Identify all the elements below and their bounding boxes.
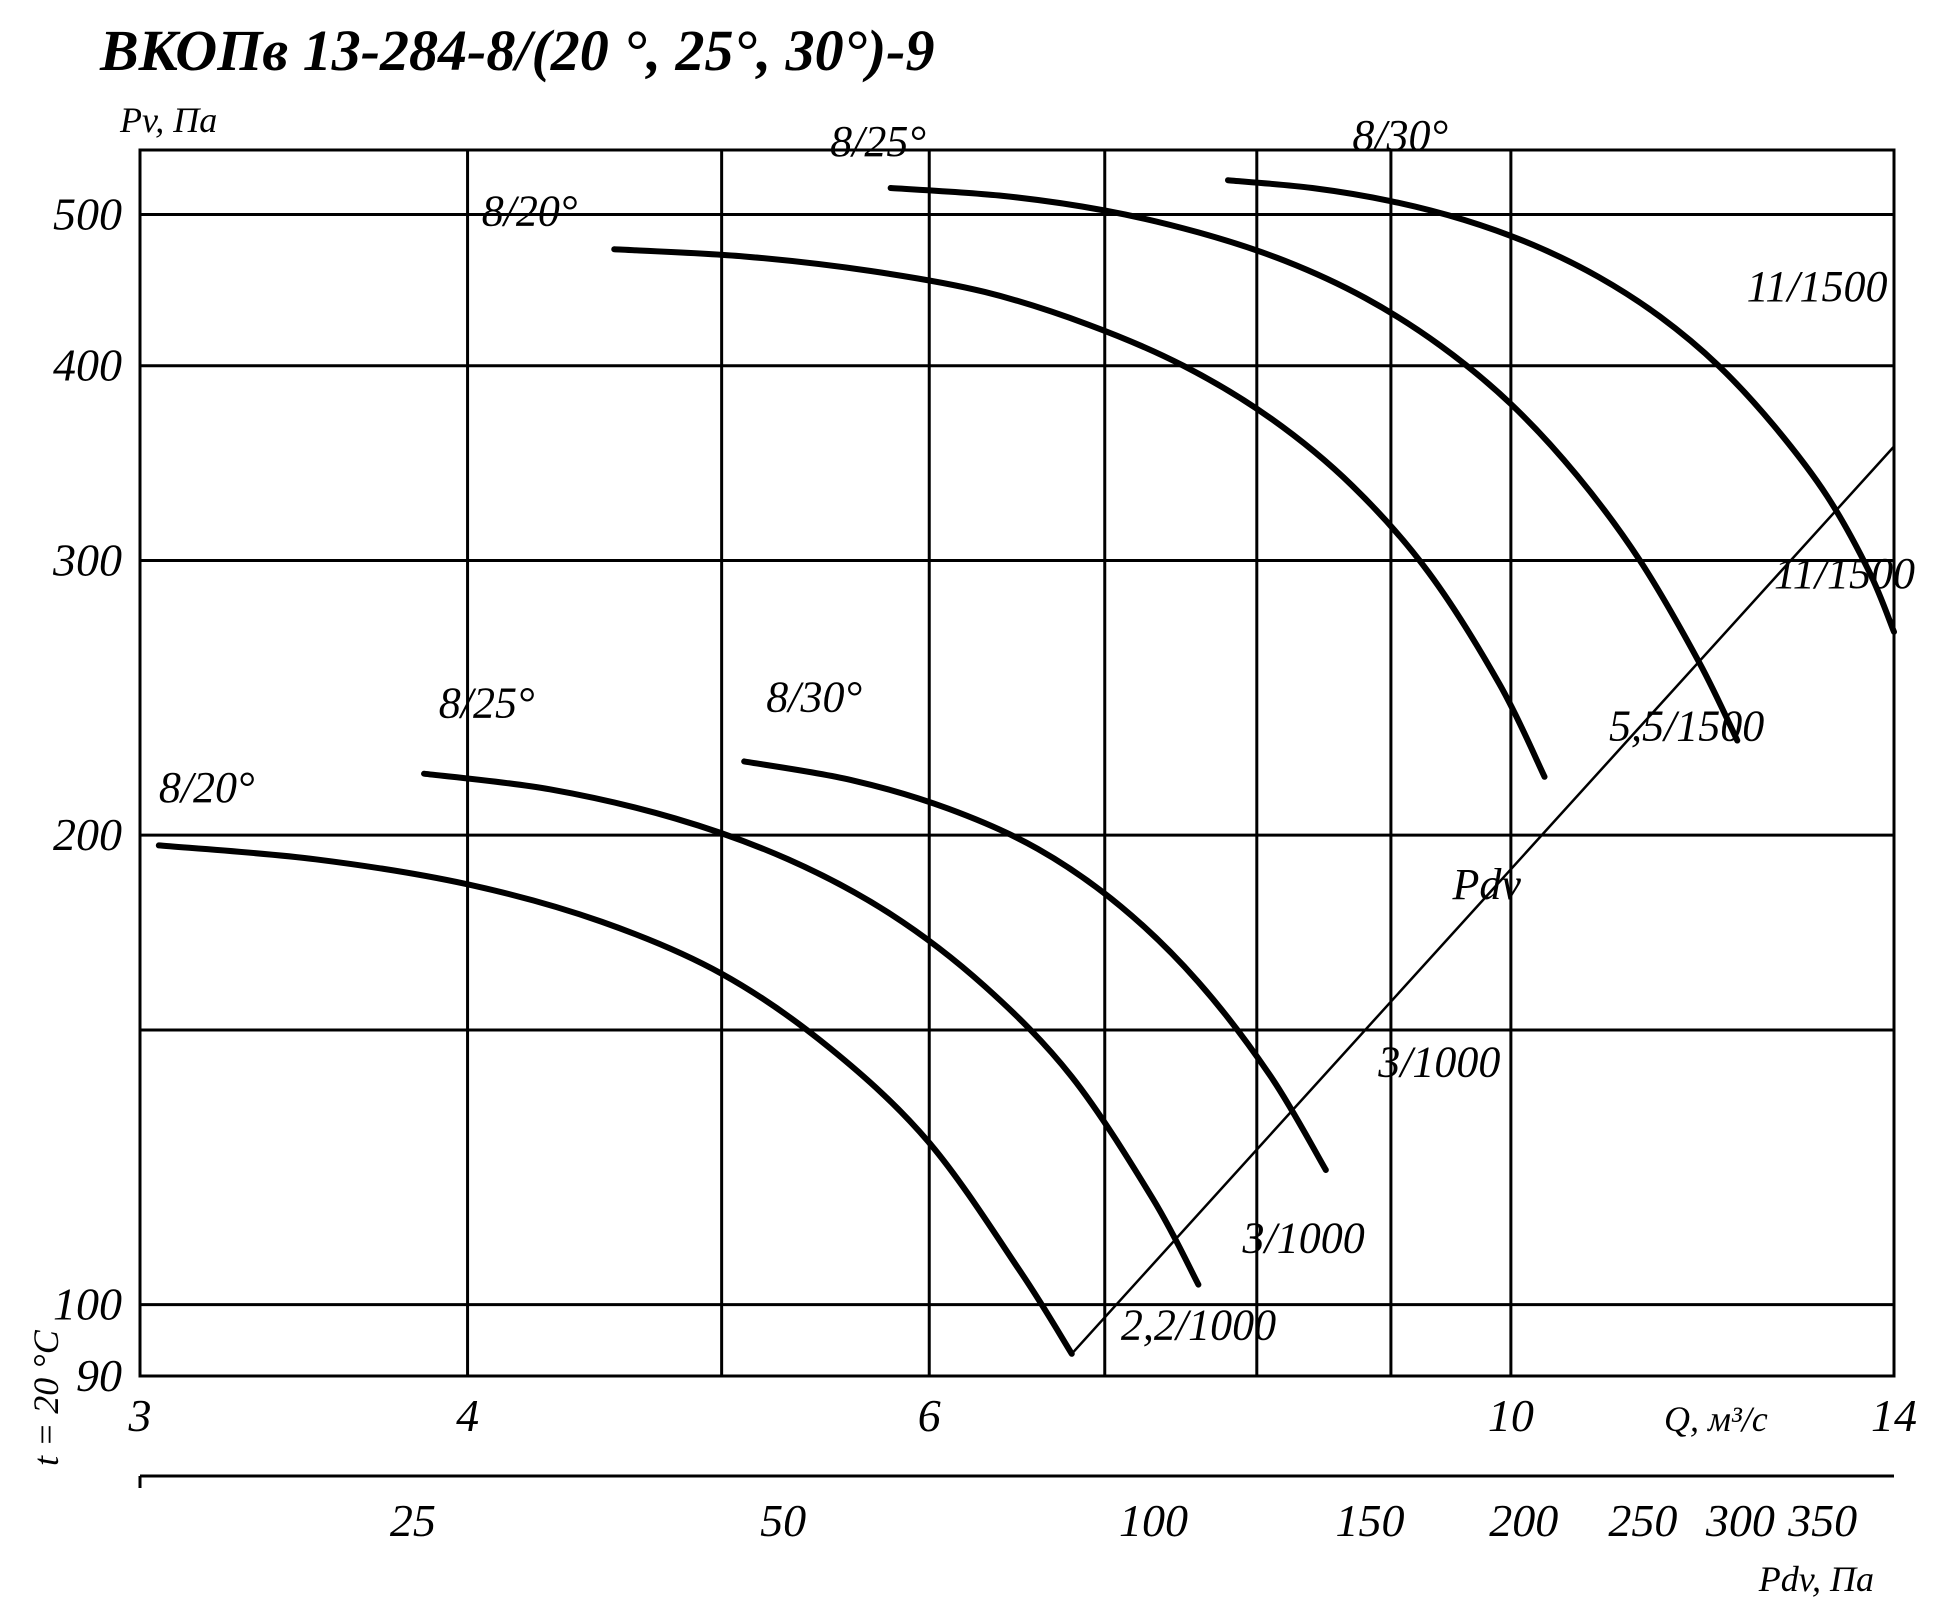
curve-label: 8/30° [1352, 111, 1448, 160]
curve-label: 8/20° [482, 186, 578, 235]
x-tick-label-pdv: 25 [390, 1495, 436, 1546]
plot-border [140, 150, 1894, 1376]
performance-curve [891, 188, 1738, 741]
x-tick-label-pdv: 150 [1336, 1495, 1405, 1546]
x-tick-label-pdv: 200 [1489, 1495, 1558, 1546]
x-tick-label-q: 6 [918, 1390, 941, 1441]
y-tick-label: 500 [53, 189, 122, 240]
chart-svg: 90 100 200 300 400 500 3 4 6 10 14 25 50 100 150 200 250… [0, 0, 1954, 1616]
endpoint-label: 11/1500 [1774, 549, 1915, 598]
y-axis-label: Pv, Па [119, 100, 217, 140]
x-axis-label-q: Q, м³/с [1664, 1399, 1768, 1439]
curve-label: 8/20° [159, 763, 255, 812]
curve-label: 8/25° [439, 678, 535, 727]
y-tick-label: 300 [52, 535, 122, 586]
curve-label: 8/30° [766, 673, 862, 722]
x-tick-label-pdv: 100 [1119, 1495, 1188, 1546]
y-tick-label: 90 [76, 1350, 122, 1401]
performance-curve [159, 845, 1072, 1353]
side-label: t = 20 °C [26, 1329, 66, 1466]
endpoint-label: 3/1000 [1377, 1038, 1500, 1087]
endpoint-label: 11/1500 [1747, 262, 1888, 311]
x-tick-label-pdv: 350 [1787, 1495, 1857, 1546]
endpoint-label: 5,5/1500 [1609, 702, 1764, 751]
x-tick-label-pdv: 50 [760, 1495, 806, 1546]
y-tick-label: 400 [53, 340, 122, 391]
fan-curve-chart: 90 100 200 300 400 500 3 4 6 10 14 25 50 100 150 200 250… [0, 0, 1954, 1616]
curve-label: 8/25° [830, 117, 926, 166]
performance-curve [744, 761, 1326, 1170]
performance-curve [614, 249, 1544, 777]
x-tick-label-q: 3 [128, 1390, 152, 1441]
x-tick-label-pdv: 250 [1608, 1495, 1677, 1546]
y-tick-label: 200 [53, 809, 122, 860]
x-tick-label-q: 14 [1871, 1390, 1917, 1441]
pdv-label: Pdv [1451, 860, 1521, 909]
endpoint-label: 2,2/1000 [1121, 1300, 1276, 1349]
x-tick-label-q: 10 [1488, 1390, 1534, 1441]
x-tick-label-pdv: 300 [1705, 1495, 1775, 1546]
chart-title: ВКОПв 13-284-8/(20 °, 25°, 30°)-9 [99, 18, 935, 83]
endpoint-label: 3/1000 [1241, 1214, 1364, 1263]
y-tick-label: 100 [53, 1279, 122, 1330]
x-axis-label-pdv: Pdv, Па [1758, 1559, 1874, 1599]
x-tick-label-q: 4 [456, 1390, 479, 1441]
